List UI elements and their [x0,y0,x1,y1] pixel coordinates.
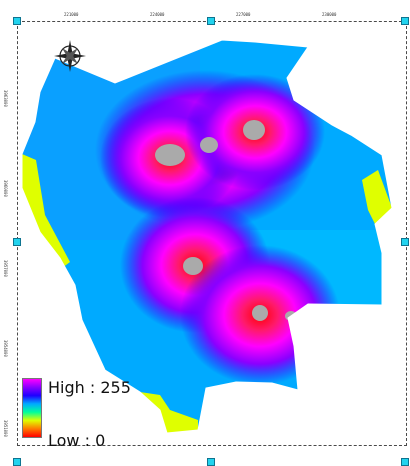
selection-handle[interactable] [401,17,409,25]
hotspot-core [200,137,218,153]
selection-handle[interactable] [401,238,409,246]
left-tick-label: 3954000 [3,340,8,357]
top-tick-label: 221000 [64,12,79,17]
selection-handle[interactable] [13,17,21,25]
legend-color-ramp [22,378,42,438]
legend: High : 255 Low : 0 [22,378,162,450]
selection-handle[interactable] [13,238,21,246]
left-tick-label: 3951000 [3,420,8,437]
north-arrow-compass-icon [54,40,86,72]
left-tick-label: 3957000 [3,260,8,277]
legend-low-label: Low : 0 [48,431,106,450]
top-tick-label: 227000 [236,12,251,17]
hotspot-core [252,305,268,321]
top-tick-label: 224000 [150,12,165,17]
left-tick-label: 3960000 [3,180,8,197]
selection-handle[interactable] [207,17,215,25]
top-tick-label: 230000 [322,12,337,17]
left-tick-label: 3963000 [3,90,8,107]
legend-high-label: High : 255 [48,378,131,397]
hotspot-core [183,257,203,275]
edge-band [140,392,198,433]
study-area-outline [21,39,393,434]
edge-band [362,170,392,224]
hotspot-core [243,120,265,140]
edge-band [22,154,70,268]
hotspot-core [155,144,185,166]
